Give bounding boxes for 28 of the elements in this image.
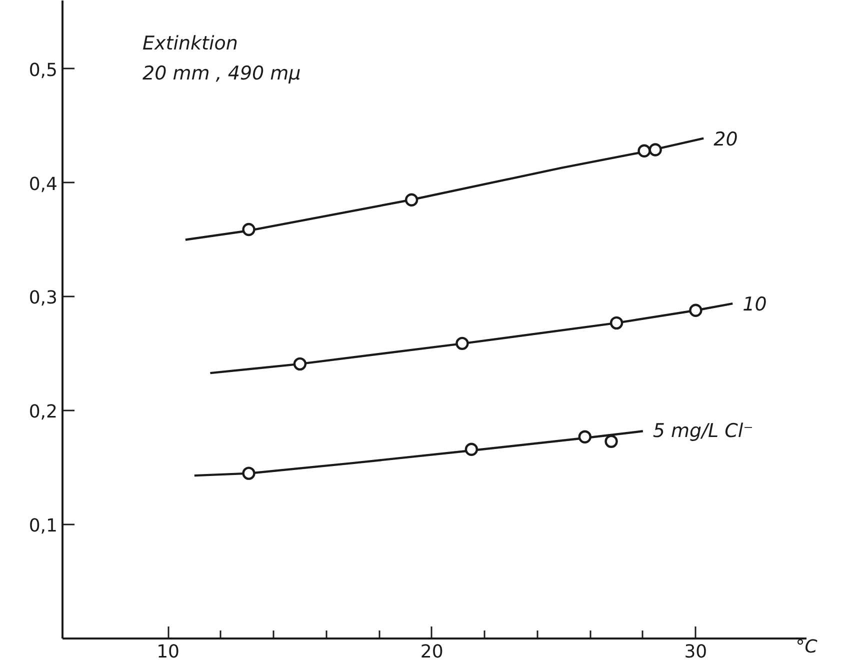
y-tick-label: 0,5: [28, 60, 58, 81]
x-tick-label: 10: [156, 642, 180, 660]
point: [242, 466, 256, 480]
point: [604, 434, 618, 448]
y-tick-label: 0,4: [28, 174, 58, 195]
x-tick-label: 20: [420, 642, 444, 660]
series-label: 20: [714, 128, 738, 150]
y-tick-label: 0,3: [28, 288, 58, 309]
point: [464, 442, 478, 456]
y-tick-label: 0,2: [28, 402, 58, 423]
point: [578, 430, 592, 444]
x-tick-label: 30: [684, 642, 708, 660]
point: [689, 304, 702, 317]
annotation: Extinktion: [142, 32, 238, 54]
series-label: 10: [742, 294, 767, 316]
point: [648, 143, 662, 156]
series-label: 5 mg/L Cl⁻: [652, 420, 754, 442]
annotation: 20 mm , 490 mμ: [142, 62, 301, 84]
point: [404, 193, 418, 206]
line-series: [209, 302, 734, 374]
x-axis-title: °C: [796, 636, 818, 658]
point: [456, 336, 469, 350]
point: [242, 222, 256, 236]
point: [610, 316, 624, 330]
point: [638, 144, 651, 158]
line-series: [184, 137, 705, 241]
y-tick-label: 0,1: [28, 516, 58, 537]
point: [293, 357, 307, 371]
